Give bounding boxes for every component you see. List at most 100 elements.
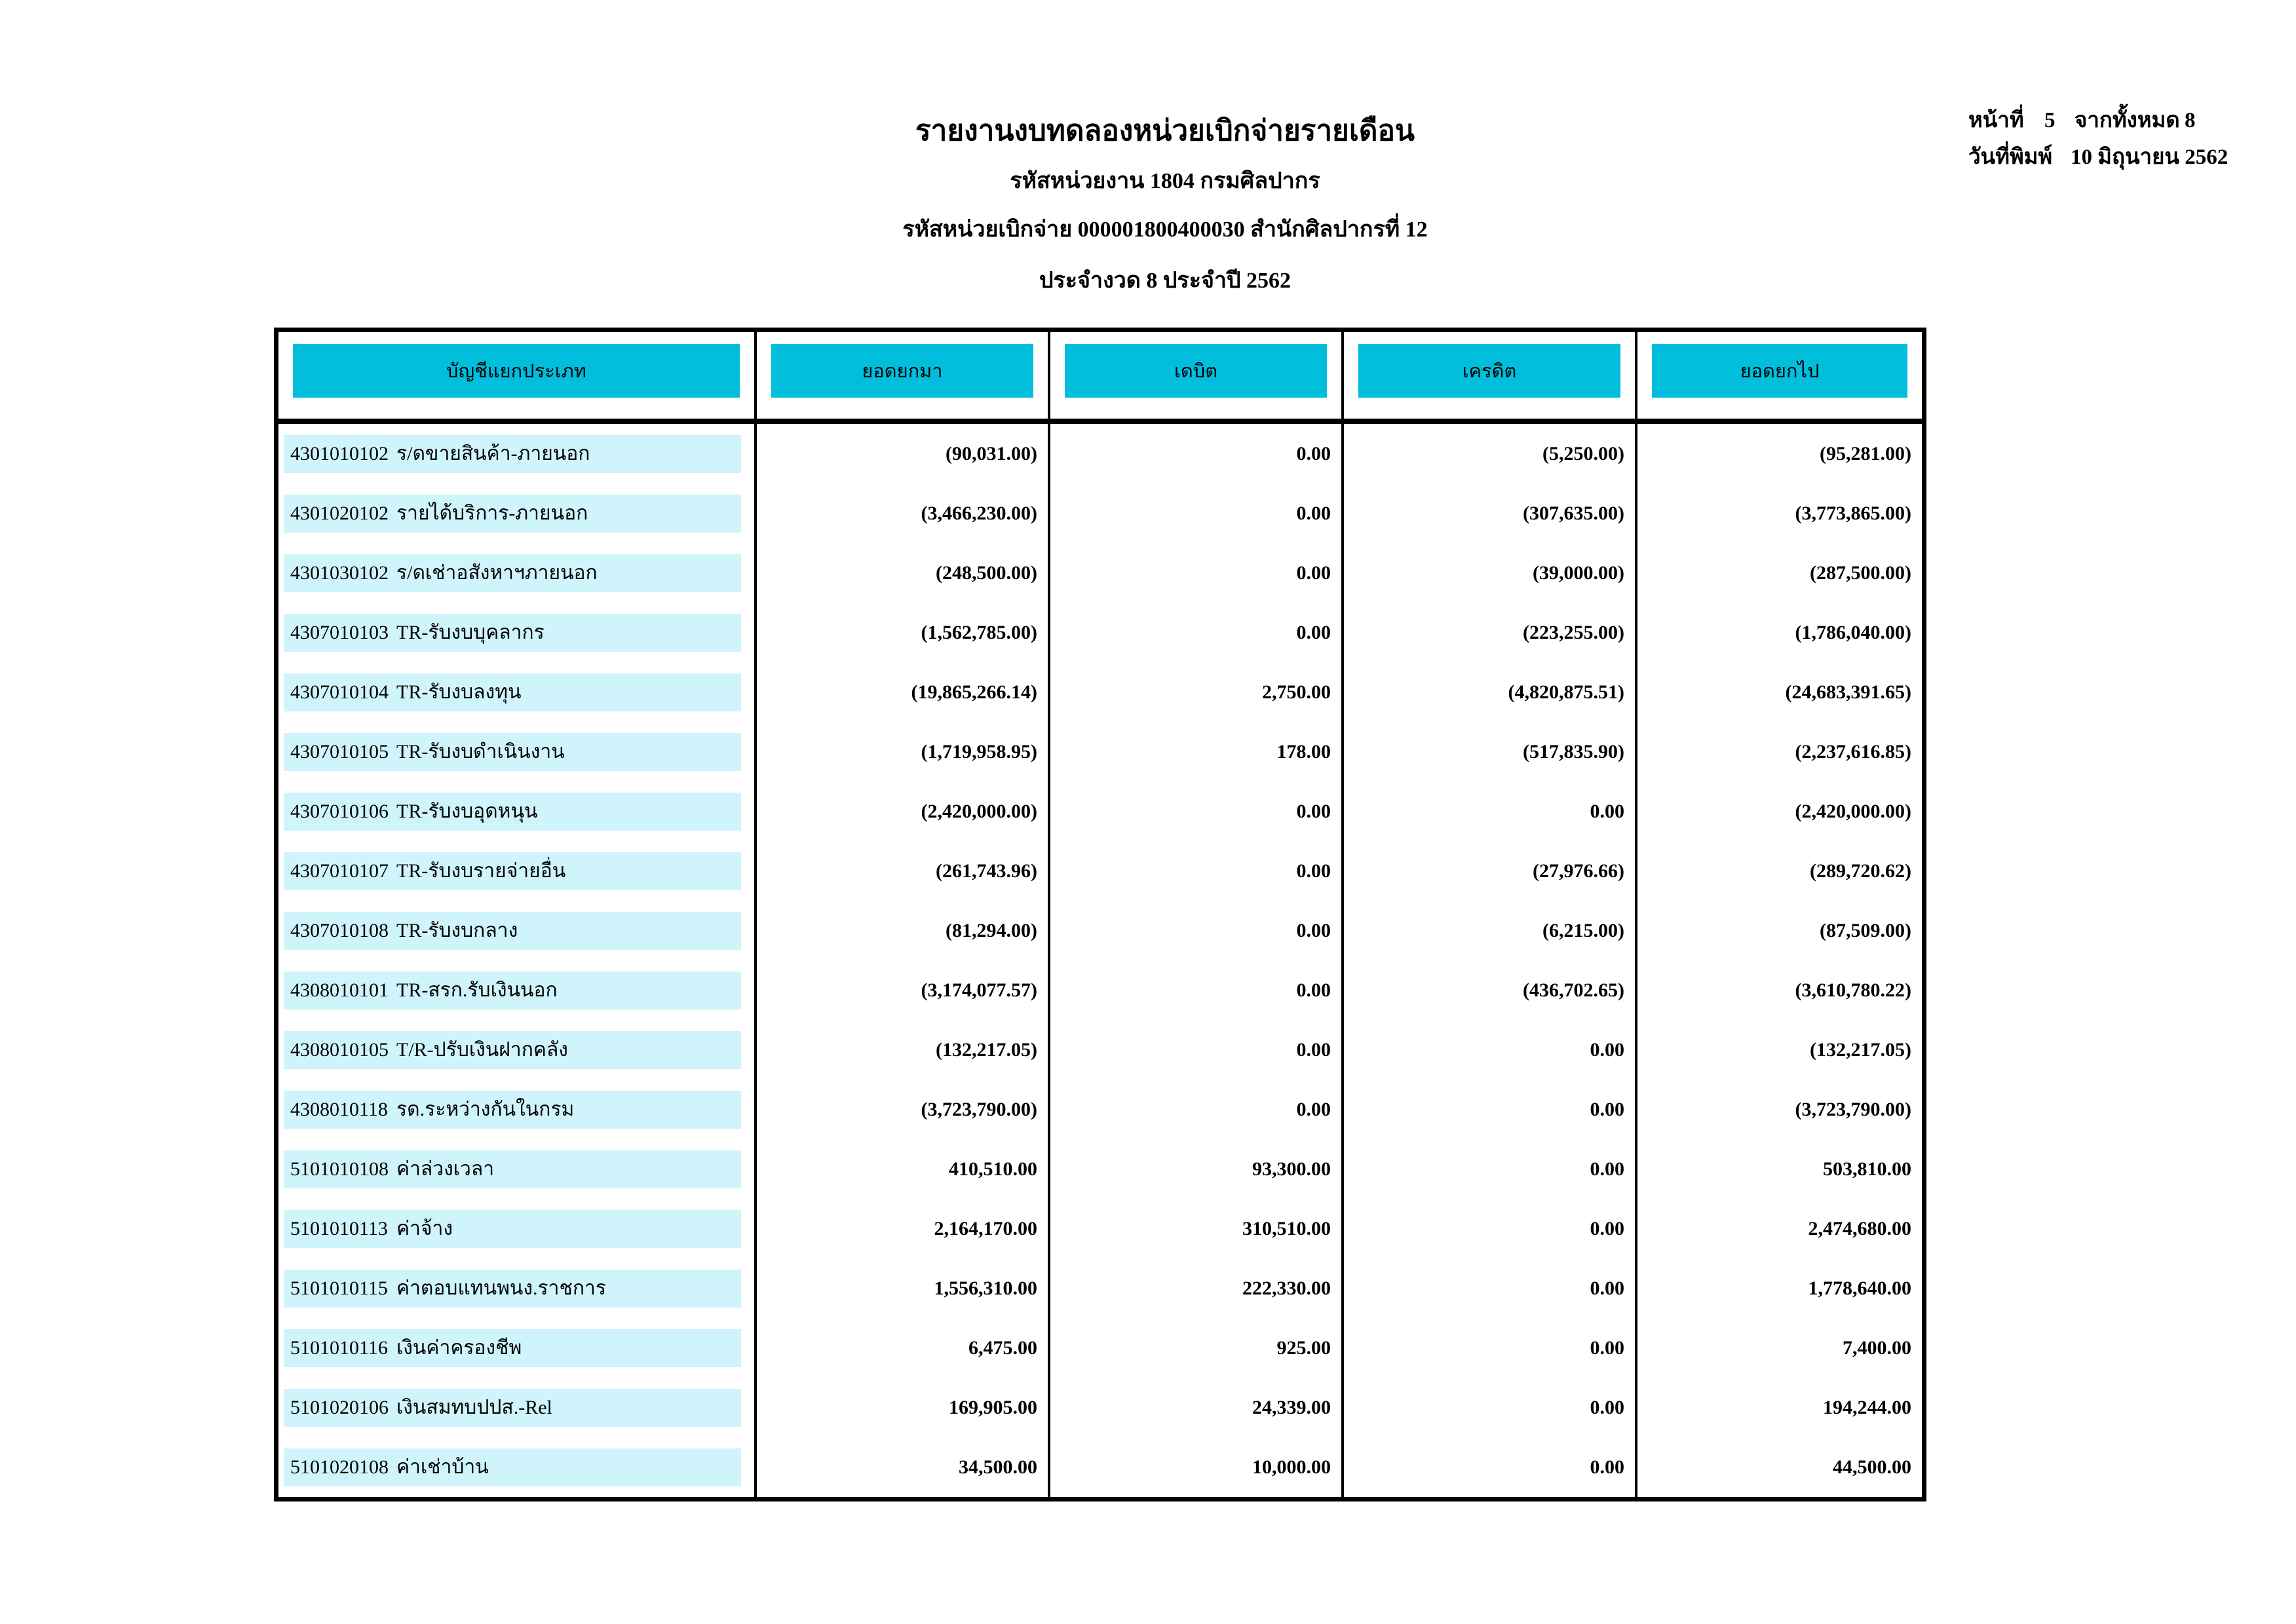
account-cell: 4307010105 TR-รับงบดำเนินงาน xyxy=(278,722,757,782)
account-name: TR-รับงบบุคลากร xyxy=(396,622,545,643)
table-row: 4308010105 T/R-ปรับเงินฝากคลัง (132,217.… xyxy=(278,1020,1922,1080)
debit-amount: 0.00 xyxy=(1050,483,1344,543)
debit-amount: 0.00 xyxy=(1050,960,1344,1020)
debit-amount: 310,510.00 xyxy=(1050,1199,1344,1258)
account-cell: 4307010106 TR-รับงบอุดหนุน xyxy=(278,782,757,841)
debit-amount: 0.00 xyxy=(1050,543,1344,603)
account-name: รด.ระหว่างกันในกรม xyxy=(396,1099,575,1120)
table-row: 5101010116 เงินค่าครองชีพ 6,475.00 925.0… xyxy=(278,1318,1922,1378)
account-name: ค่าล่วงเวลา xyxy=(396,1158,495,1180)
table-row: 4301020102 รายได้บริการ-ภายนอก (3,466,23… xyxy=(278,483,1922,543)
credit-amount: 0.00 xyxy=(1344,1020,1637,1080)
account-cell: 4301010102 ร/ดขายสินค้า-ภายนอก xyxy=(278,424,757,483)
balance-amount: (3,773,865.00) xyxy=(1795,502,1911,524)
account-name: TR-รับงบรายจ่ายอื่น xyxy=(396,860,566,882)
column-header-label: ยอดยกมา xyxy=(771,344,1033,398)
credit-amount: (39,000.00) xyxy=(1344,543,1637,603)
balance-amount: 503,810.00 xyxy=(1823,1158,1911,1180)
account-code: 4307010105 xyxy=(290,740,389,763)
account-stripe: 4301010102 ร/ดขายสินค้า-ภายนอก xyxy=(284,434,741,473)
account-stripe: 4307010105 TR-รับงบดำเนินงาน xyxy=(284,732,741,771)
table-row: 5101020108 ค่าเช่าบ้าน 34,500.00 10,000.… xyxy=(278,1437,1922,1497)
table-row: 4307010108 TR-รับงบกลาง (81,294.00) 0.00… xyxy=(278,901,1922,960)
account-cell: 4307010107 TR-รับงบรายจ่ายอื่น xyxy=(278,841,757,901)
table-row: 5101010108 ค่าล่วงเวลา 410,510.00 93,300… xyxy=(278,1139,1922,1199)
account-code: 4301010102 xyxy=(290,442,389,464)
account-name: TR-รับงบกลาง xyxy=(396,920,518,941)
balance-amount: (289,720.62) xyxy=(1810,859,1911,882)
debit-amount: 0.00 xyxy=(1050,603,1344,662)
account-stripe: 5101020106 เงินสมทบปปส.-Rel xyxy=(284,1388,741,1427)
column-header-label: บัญชีแยกประเภท xyxy=(293,344,740,398)
credit-amount: 0.00 xyxy=(1344,1199,1637,1258)
account-stripe: 4307010103 TR-รับงบบุคลากร xyxy=(284,613,741,652)
credit-amount: (223,255.00) xyxy=(1344,603,1637,662)
account-cell: 4301030102 ร/ดเช่าอสังหาฯภายนอก xyxy=(278,543,757,603)
account-stripe: 4307010106 TR-รับงบอุดหนุน xyxy=(284,792,741,831)
page-number-label: หน้าที่ xyxy=(1968,109,2024,132)
account-stripe: 4301030102 ร/ดเช่าอสังหาฯภายนอก xyxy=(284,554,741,592)
account-stripe: 4307010108 TR-รับงบกลาง xyxy=(284,911,741,950)
org-code-line: รหัสหน่วยงาน 1804 กรมศิลปากร xyxy=(1010,169,1320,193)
column-header-label: เดบิต xyxy=(1065,344,1327,398)
carry-forward-amount: (132,217.05) xyxy=(757,1020,1050,1080)
carry-forward-amount: (90,031.00) xyxy=(757,424,1050,483)
account-name: ค่าเช่าบ้าน xyxy=(396,1456,489,1478)
credit-amount: 0.00 xyxy=(1344,1378,1637,1437)
carry-forward-amount: (1,719,958.95) xyxy=(757,722,1050,782)
credit-amount: (307,635.00) xyxy=(1344,483,1637,543)
credit-amount: 0.00 xyxy=(1344,782,1637,841)
account-cell: 4308010101 TR-สรก.รับเงินนอก xyxy=(278,960,757,1020)
debit-amount: 10,000.00 xyxy=(1050,1437,1344,1497)
column-header-credit: เครดิต xyxy=(1344,332,1637,419)
print-date-label: วันที่พิมพ์ xyxy=(1968,145,2053,169)
account-code: 4307010108 xyxy=(290,919,389,941)
account-cell: 4301020102 รายได้บริการ-ภายนอก xyxy=(278,483,757,543)
account-cell: 5101010115 ค่าตอบแทนพนง.ราชการ xyxy=(278,1258,757,1318)
account-cell: 5101020106 เงินสมทบปปส.-Rel xyxy=(278,1378,757,1437)
account-stripe: 5101010116 เงินค่าครองชีพ xyxy=(284,1329,741,1367)
carry-forward-amount: (261,743.96) xyxy=(757,841,1050,901)
account-name: T/R-ปรับเงินฝากคลัง xyxy=(396,1039,568,1061)
balance-amount: (132,217.05) xyxy=(1810,1038,1911,1061)
balance-amount: (3,610,780.22) xyxy=(1795,979,1911,1001)
carry-forward-amount: 34,500.00 xyxy=(757,1437,1050,1497)
disburse-code-line: รหัสหน่วยเบิกจ่าย 000001800400030 สำนักศ… xyxy=(902,217,1428,242)
account-stripe: 5101020108 ค่าเช่าบ้าน xyxy=(284,1448,741,1486)
account-code: 4308010105 xyxy=(290,1038,389,1061)
debit-amount: 0.00 xyxy=(1050,841,1344,901)
carry-forward-amount: (19,865,266.14) xyxy=(757,662,1050,722)
account-cell: 5101010108 ค่าล่วงเวลา xyxy=(278,1139,757,1199)
carry-forward-amount: (3,174,077.57) xyxy=(757,960,1050,1020)
account-stripe: 4307010104 TR-รับงบลงทุน xyxy=(284,673,741,711)
balance-amount: (87,509.00) xyxy=(1820,919,1911,941)
balance-amount: (3,723,790.00) xyxy=(1795,1098,1911,1120)
account-code: 4301030102 xyxy=(290,561,389,584)
account-name: ค่าจ้าง xyxy=(396,1218,453,1239)
carry-forward-amount: (248,500.00) xyxy=(757,543,1050,603)
account-stripe: 4308010118 รด.ระหว่างกันในกรม xyxy=(284,1090,741,1129)
table-row: 4307010105 TR-รับงบดำเนินงาน (1,719,958.… xyxy=(278,722,1922,782)
balance-amount: (287,500.00) xyxy=(1810,561,1911,584)
table-row: 4308010118 รด.ระหว่างกันในกรม (3,723,790… xyxy=(278,1080,1922,1139)
total-pages-label: จากทั้งหมด xyxy=(2075,109,2180,132)
column-header-debit: เดบิต xyxy=(1050,332,1344,419)
account-stripe: 5101010108 ค่าล่วงเวลา xyxy=(284,1150,741,1188)
debit-amount: 925.00 xyxy=(1050,1318,1344,1378)
debit-amount: 0.00 xyxy=(1050,1020,1344,1080)
carry-forward-amount: 2,164,170.00 xyxy=(757,1199,1050,1258)
carry-forward-amount: (81,294.00) xyxy=(757,901,1050,960)
account-code: 4301020102 xyxy=(290,502,389,524)
debit-amount: 178.00 xyxy=(1050,722,1344,782)
table-row: 4301030102 ร/ดเช่าอสังหาฯภายนอก (248,500… xyxy=(278,543,1922,603)
page-info: หน้าที่ 5 จากทั้งหมด 8 วันที่พิมพ์ 10 มิ… xyxy=(1968,110,2283,195)
balance-amount: (1,786,040.00) xyxy=(1795,621,1911,643)
account-name: ค่าตอบแทนพนง.ราชการ xyxy=(396,1277,606,1299)
account-stripe: 4307010107 TR-รับงบรายจ่ายอื่น xyxy=(284,852,741,890)
carry-forward-amount: 6,475.00 xyxy=(757,1318,1050,1378)
debit-amount: 93,300.00 xyxy=(1050,1139,1344,1199)
page-title: รายงานงบทดลองหน่วยเบิกจ่ายรายเดือน xyxy=(915,115,1415,147)
account-cell: 4307010108 TR-รับงบกลาง xyxy=(278,901,757,960)
credit-amount: (436,702.65) xyxy=(1344,960,1637,1020)
account-cell: 4307010104 TR-รับงบลงทุน xyxy=(278,662,757,722)
